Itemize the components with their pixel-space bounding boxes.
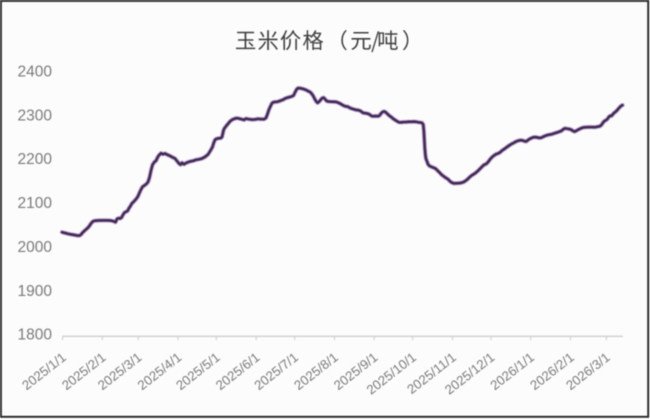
svg-text:1800: 1800 xyxy=(18,327,53,344)
svg-text:2100: 2100 xyxy=(18,195,53,212)
svg-text:2200: 2200 xyxy=(18,151,53,168)
svg-text:1900: 1900 xyxy=(18,283,53,300)
svg-text:2025/5/1: 2025/5/1 xyxy=(173,350,223,393)
svg-text:2000: 2000 xyxy=(18,239,53,256)
svg-text:2025/8/1: 2025/8/1 xyxy=(291,350,341,393)
svg-text:2300: 2300 xyxy=(18,107,53,124)
svg-text:2025/1/1: 2025/1/1 xyxy=(19,350,69,393)
svg-text:2400: 2400 xyxy=(18,64,53,81)
svg-text:2026/1/1: 2026/1/1 xyxy=(487,350,537,393)
svg-text:2025/7/1: 2025/7/1 xyxy=(251,350,301,393)
